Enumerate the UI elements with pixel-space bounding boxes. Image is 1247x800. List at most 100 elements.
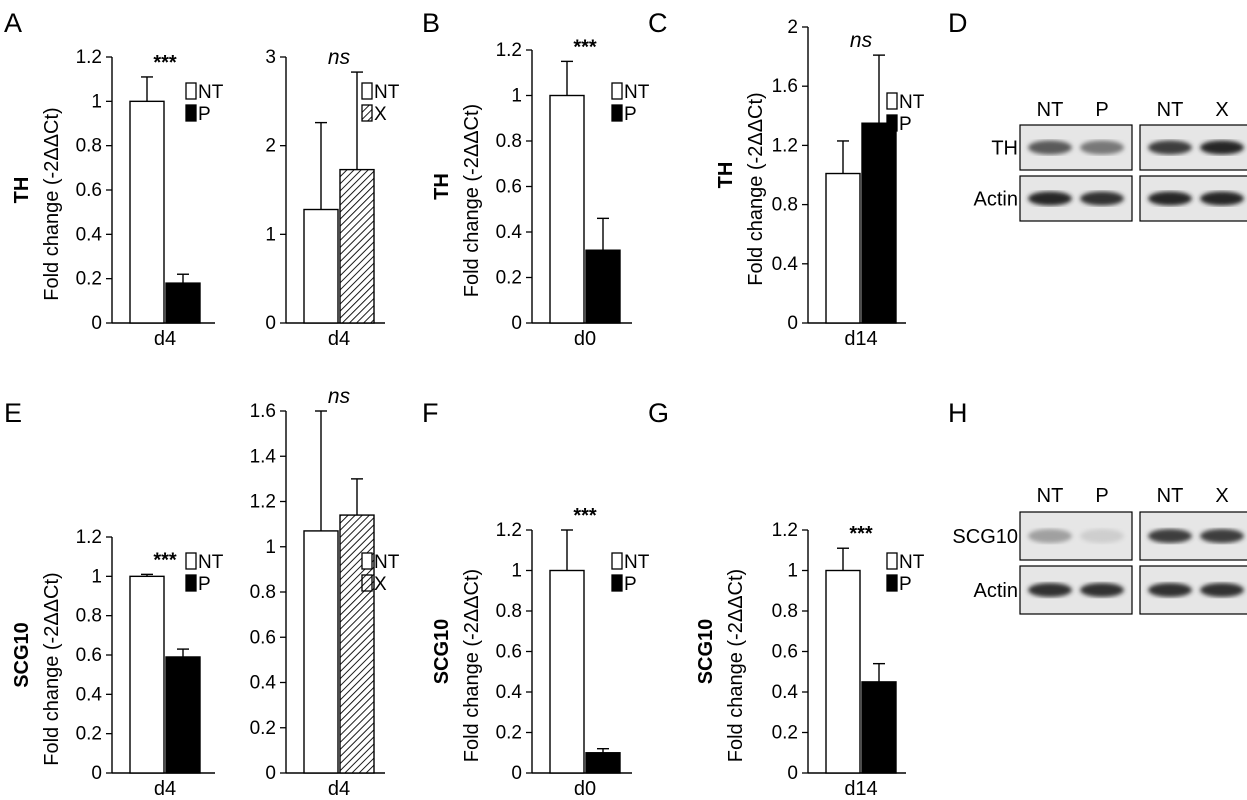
blot-band <box>1080 529 1124 543</box>
y-tick-label: 0.2 <box>496 268 522 289</box>
x-category-label: d4 <box>328 328 350 350</box>
gene-label: TH <box>715 162 737 189</box>
legend-swatch-p <box>611 104 623 122</box>
significance-label: *** <box>153 549 177 571</box>
blot-band <box>1148 583 1192 597</box>
y-tick-label: 1.2 <box>772 135 798 156</box>
x-category-label: d14 <box>844 328 877 350</box>
y-tick-label: 0 <box>91 763 102 784</box>
blot-band <box>1148 529 1192 543</box>
bar-nt <box>129 575 165 774</box>
y-tick-label: 1.2 <box>772 520 798 541</box>
x-category-label: d0 <box>574 328 596 350</box>
y-tick-label: 0 <box>91 313 102 334</box>
legend-swatch-p <box>185 574 197 592</box>
significance-label: ns <box>328 46 351 69</box>
y-axis-label: Fold change (-2ΔΔCt) <box>745 92 767 285</box>
lane-label: P <box>1095 485 1108 507</box>
y-tick-label: 1 <box>265 224 276 245</box>
y-tick-label: 0.6 <box>496 642 522 663</box>
legend-swatch-p <box>886 114 898 132</box>
y-tick-label: 3 <box>265 47 276 68</box>
blot-band <box>1148 140 1192 155</box>
y-tick-label: 0.8 <box>772 195 798 216</box>
significance-label: *** <box>573 505 597 527</box>
y-tick-label: 0.2 <box>496 723 522 744</box>
legend-swatch-nt <box>361 552 373 570</box>
y-tick-label: 0 <box>511 313 522 334</box>
y-tick-label: 0.8 <box>772 601 798 622</box>
blot-band <box>1200 191 1244 206</box>
y-tick-label: 1.2 <box>250 492 276 513</box>
y-tick-label: 0.4 <box>496 222 523 243</box>
panel-label-g: G <box>648 398 669 428</box>
legend-label-nt: NT <box>899 92 925 113</box>
blot-band <box>1200 529 1244 543</box>
bar-nt <box>825 569 861 774</box>
x-category-label: d0 <box>574 778 596 800</box>
y-axis-label: Fold change (-2ΔΔCt) <box>41 572 63 765</box>
y-tick-label: 1.2 <box>496 40 522 61</box>
lane-label: NT <box>1037 99 1064 121</box>
y-tick-label: 1.6 <box>250 401 276 422</box>
blot-band <box>1028 191 1072 206</box>
y-tick-label: 0.2 <box>76 724 102 745</box>
legend-label-x: X <box>374 574 387 595</box>
legend-label-p: P <box>624 574 637 595</box>
y-tick-label: 0.4 <box>250 673 277 694</box>
y-tick-label: 0.6 <box>76 180 102 201</box>
gene-label: TH <box>11 177 33 204</box>
lane-label: NT <box>1157 99 1184 121</box>
bar-x <box>339 168 375 324</box>
y-tick-label: 0.6 <box>496 177 522 198</box>
y-tick-label: 0 <box>787 313 798 334</box>
legend-swatch-nt <box>361 82 373 100</box>
y-tick-label: 1.2 <box>76 527 102 548</box>
legend-swatch-nt <box>886 552 898 570</box>
legend-label-nt: NT <box>198 82 224 103</box>
blot-h: NT P NT X SCG10 Actin <box>952 485 1247 615</box>
y-tick-label: 0.4 <box>772 254 799 275</box>
bar-nt <box>129 100 165 324</box>
legend-label-nt: NT <box>198 552 224 573</box>
legend-swatch-nt <box>611 552 623 570</box>
blot-band <box>1200 583 1244 597</box>
y-tick-label: 0 <box>787 763 798 784</box>
y-tick-label: 0.2 <box>772 723 798 744</box>
gene-label: SCG10 <box>11 622 33 688</box>
lane-label: NT <box>1037 485 1064 507</box>
legend-swatch-nt <box>611 82 623 100</box>
legend-label-p: P <box>198 574 211 595</box>
bar-nt <box>303 208 339 324</box>
chart-a-0: 0 0.2 0.4 0.6 0.8 1 1.2 d4 *** NTP Fold change (-2… <box>11 47 224 350</box>
bar-nt <box>825 172 861 324</box>
western-blots: NT P NT X TH Actin NT P NT X SCG10 Actin <box>952 99 1247 615</box>
x-category-label: d4 <box>154 778 176 800</box>
y-tick-label: 0 <box>265 763 276 784</box>
legend-swatch-p <box>611 574 623 592</box>
legend-label-nt: NT <box>374 82 400 103</box>
y-tick-label: 0.4 <box>76 684 103 705</box>
y-tick-label: 1.4 <box>250 446 277 467</box>
y-tick-label: 0.6 <box>772 642 798 663</box>
y-axis-label: Fold change (-2ΔΔCt) <box>41 107 63 300</box>
significance-label: *** <box>849 523 873 545</box>
legend-swatch-x <box>361 574 373 592</box>
gene-label: TH <box>431 173 453 200</box>
bar-p <box>165 282 201 324</box>
bar-p <box>585 249 621 324</box>
legend-label-x: X <box>374 104 387 125</box>
panel-label-f: F <box>422 398 439 428</box>
legend-label-nt: NT <box>624 82 650 103</box>
legend-swatch-nt <box>185 82 197 100</box>
y-axis-label: Fold change (-2ΔΔCt) <box>461 104 483 297</box>
blot-band <box>1080 583 1124 597</box>
y-tick-label: 1 <box>511 86 522 107</box>
y-tick-label: 1 <box>787 561 798 582</box>
blot-band <box>1148 191 1192 206</box>
lane-label: NT <box>1157 485 1184 507</box>
y-tick-label: 0.8 <box>250 582 276 603</box>
bar-nt <box>549 94 585 324</box>
